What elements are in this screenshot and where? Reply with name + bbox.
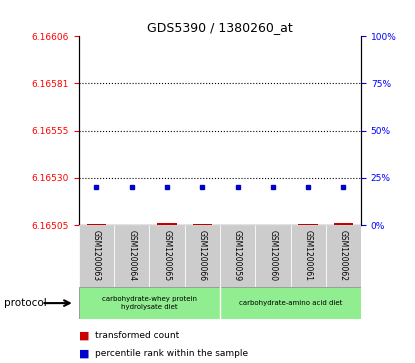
Bar <box>185 225 220 287</box>
Text: GSM1200064: GSM1200064 <box>127 231 136 281</box>
Bar <box>114 225 149 287</box>
Text: protocol: protocol <box>4 298 47 308</box>
Bar <box>220 287 361 319</box>
Bar <box>298 224 318 225</box>
Text: percentile rank within the sample: percentile rank within the sample <box>95 350 249 358</box>
Text: GSM1200066: GSM1200066 <box>198 231 207 281</box>
Bar <box>79 287 220 319</box>
Text: GSM1200061: GSM1200061 <box>304 231 312 281</box>
Text: carbohydrate-amino acid diet: carbohydrate-amino acid diet <box>239 300 342 306</box>
Text: carbohydrate-whey protein
hydrolysate diet: carbohydrate-whey protein hydrolysate di… <box>102 296 197 310</box>
Bar <box>149 225 185 287</box>
Text: GSM1200065: GSM1200065 <box>163 231 171 281</box>
Text: GSM1200059: GSM1200059 <box>233 231 242 281</box>
Text: GSM1200063: GSM1200063 <box>92 231 101 281</box>
Bar <box>255 225 290 287</box>
Text: ■: ■ <box>79 349 89 359</box>
Text: transformed count: transformed count <box>95 331 180 340</box>
Bar <box>87 224 106 225</box>
Bar <box>326 225 361 287</box>
Text: ■: ■ <box>79 331 89 341</box>
Bar <box>290 225 326 287</box>
Bar <box>157 223 177 225</box>
Bar <box>334 223 353 225</box>
Bar <box>193 224 212 225</box>
Bar <box>220 225 255 287</box>
Text: GSM1200060: GSM1200060 <box>269 231 277 281</box>
Bar <box>79 225 114 287</box>
Title: GDS5390 / 1380260_at: GDS5390 / 1380260_at <box>147 21 293 34</box>
Text: GSM1200062: GSM1200062 <box>339 231 348 281</box>
